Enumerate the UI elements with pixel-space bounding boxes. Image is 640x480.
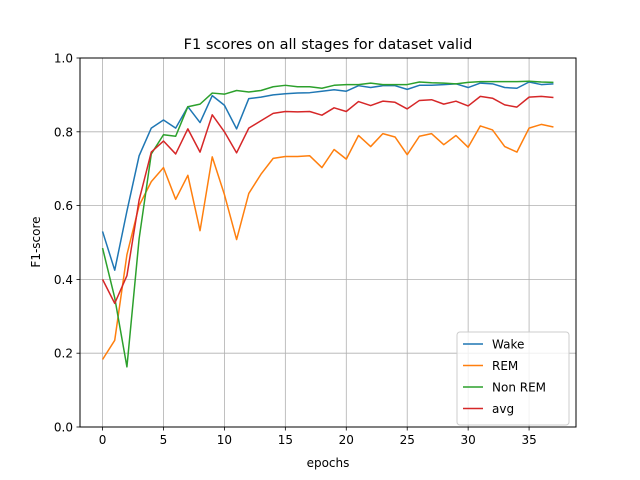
x-tick-label: 20 <box>339 433 354 447</box>
y-tick-label: 0.8 <box>54 125 73 139</box>
series-line-avg <box>101 95 554 305</box>
x-tick-label: 25 <box>400 433 415 447</box>
y-tick-label: 0.2 <box>54 347 73 361</box>
chart-title: F1 scores on all stages for dataset vali… <box>184 37 473 53</box>
x-tick-label: 0 <box>99 433 107 447</box>
y-tick-label: 0.4 <box>54 273 73 287</box>
legend-label-avg: avg <box>492 402 514 416</box>
series-line-wake <box>101 81 554 271</box>
series-line-rem <box>101 123 554 360</box>
x-axis-label: epochs <box>307 456 350 470</box>
y-tick-label: 0.6 <box>54 199 73 213</box>
plot-area-frame <box>79 57 577 428</box>
y-axis-label: F1-score <box>29 216 43 267</box>
x-tick-label: 30 <box>461 433 476 447</box>
x-tick-label: 10 <box>217 433 232 447</box>
series-line-non-rem <box>101 80 554 368</box>
x-tick-label: 15 <box>278 433 293 447</box>
legend-box <box>456 331 570 426</box>
y-tick-label: 1.0 <box>54 52 73 66</box>
y-tick-label: 0.0 <box>54 421 73 435</box>
x-tick-label: 5 <box>160 433 168 447</box>
legend-label-wake: Wake <box>492 338 524 352</box>
legend: Wake REM Non REM avg <box>456 331 570 426</box>
legend-label-non-rem: Non REM <box>492 381 546 395</box>
legend-label-rem: REM <box>492 359 518 373</box>
x-tick-label: 35 <box>521 433 536 447</box>
series-lines <box>101 80 554 368</box>
axis-ticks: 0 5 10 15 20 25 30 35 0.0 0.2 0.4 0.6 0.8 1.0 <box>54 52 537 448</box>
